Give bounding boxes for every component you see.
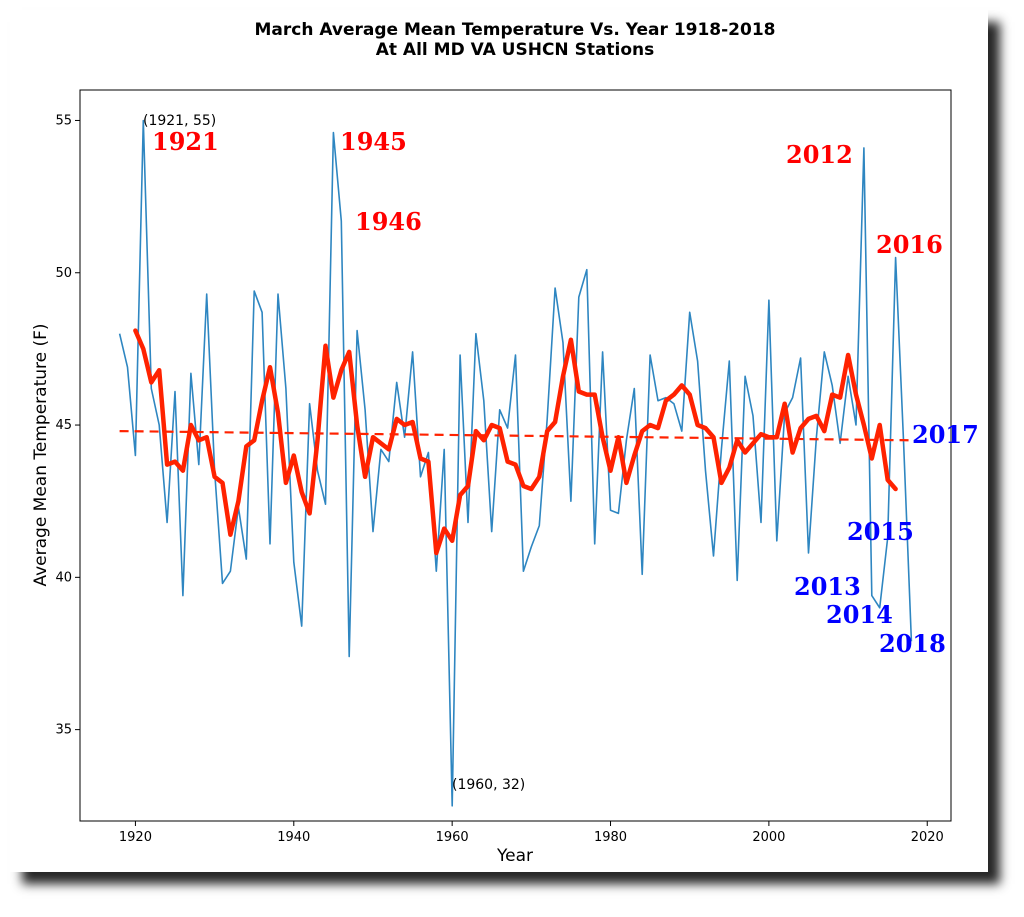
series-layer xyxy=(118,119,913,807)
x-tick-label: 1960 xyxy=(436,830,469,845)
year-label-2012: 2012 xyxy=(786,140,853,169)
series-line-trend xyxy=(119,430,912,442)
year-label-1946: 1946 xyxy=(355,207,422,236)
y-tick-label: 45 xyxy=(55,418,72,433)
y-tick-label: 55 xyxy=(55,113,72,128)
year-label-1945: 1945 xyxy=(340,127,407,156)
year-label-2014: 2014 xyxy=(826,600,893,629)
x-tick-label: 2020 xyxy=(911,830,944,845)
y-axis-label: Average Mean Temperature (F) xyxy=(31,323,51,586)
year-label-2018: 2018 xyxy=(879,629,946,658)
x-tick-label: 2000 xyxy=(752,830,785,845)
chart-title: March Average Mean Temperature Vs. Year … xyxy=(254,20,775,40)
labels-layer: Year Average Mean Temperature (F) (1921,… xyxy=(31,113,979,866)
series-line-smoothed xyxy=(133,328,898,556)
series-line-annual xyxy=(118,119,913,807)
annotation-max-point: (1921, 55) xyxy=(143,113,216,129)
plot-border xyxy=(79,89,952,822)
axis-ticks: 1920 1940 1960 1980 2000 2020 35 40 45 50 55 xyxy=(55,113,943,845)
x-axis-label: Year xyxy=(496,846,533,866)
y-tick-label: 35 xyxy=(55,723,72,738)
year-label-2013: 2013 xyxy=(794,572,861,601)
y-tick-label: 50 xyxy=(55,266,72,281)
x-tick-label: 1980 xyxy=(594,830,627,845)
year-label-1921: 1921 xyxy=(152,127,219,156)
chart-subtitle: At All MD VA USHCN Stations xyxy=(376,40,655,60)
plot-area xyxy=(79,89,952,822)
x-tick-label: 1940 xyxy=(277,830,310,845)
year-label-2016: 2016 xyxy=(876,230,943,259)
year-label-2017: 2017 xyxy=(912,420,979,449)
y-tick-label: 40 xyxy=(55,570,72,585)
annotation-min-point: (1960, 32) xyxy=(452,777,525,793)
year-label-2015: 2015 xyxy=(847,517,914,546)
x-tick-label: 1920 xyxy=(119,830,152,845)
